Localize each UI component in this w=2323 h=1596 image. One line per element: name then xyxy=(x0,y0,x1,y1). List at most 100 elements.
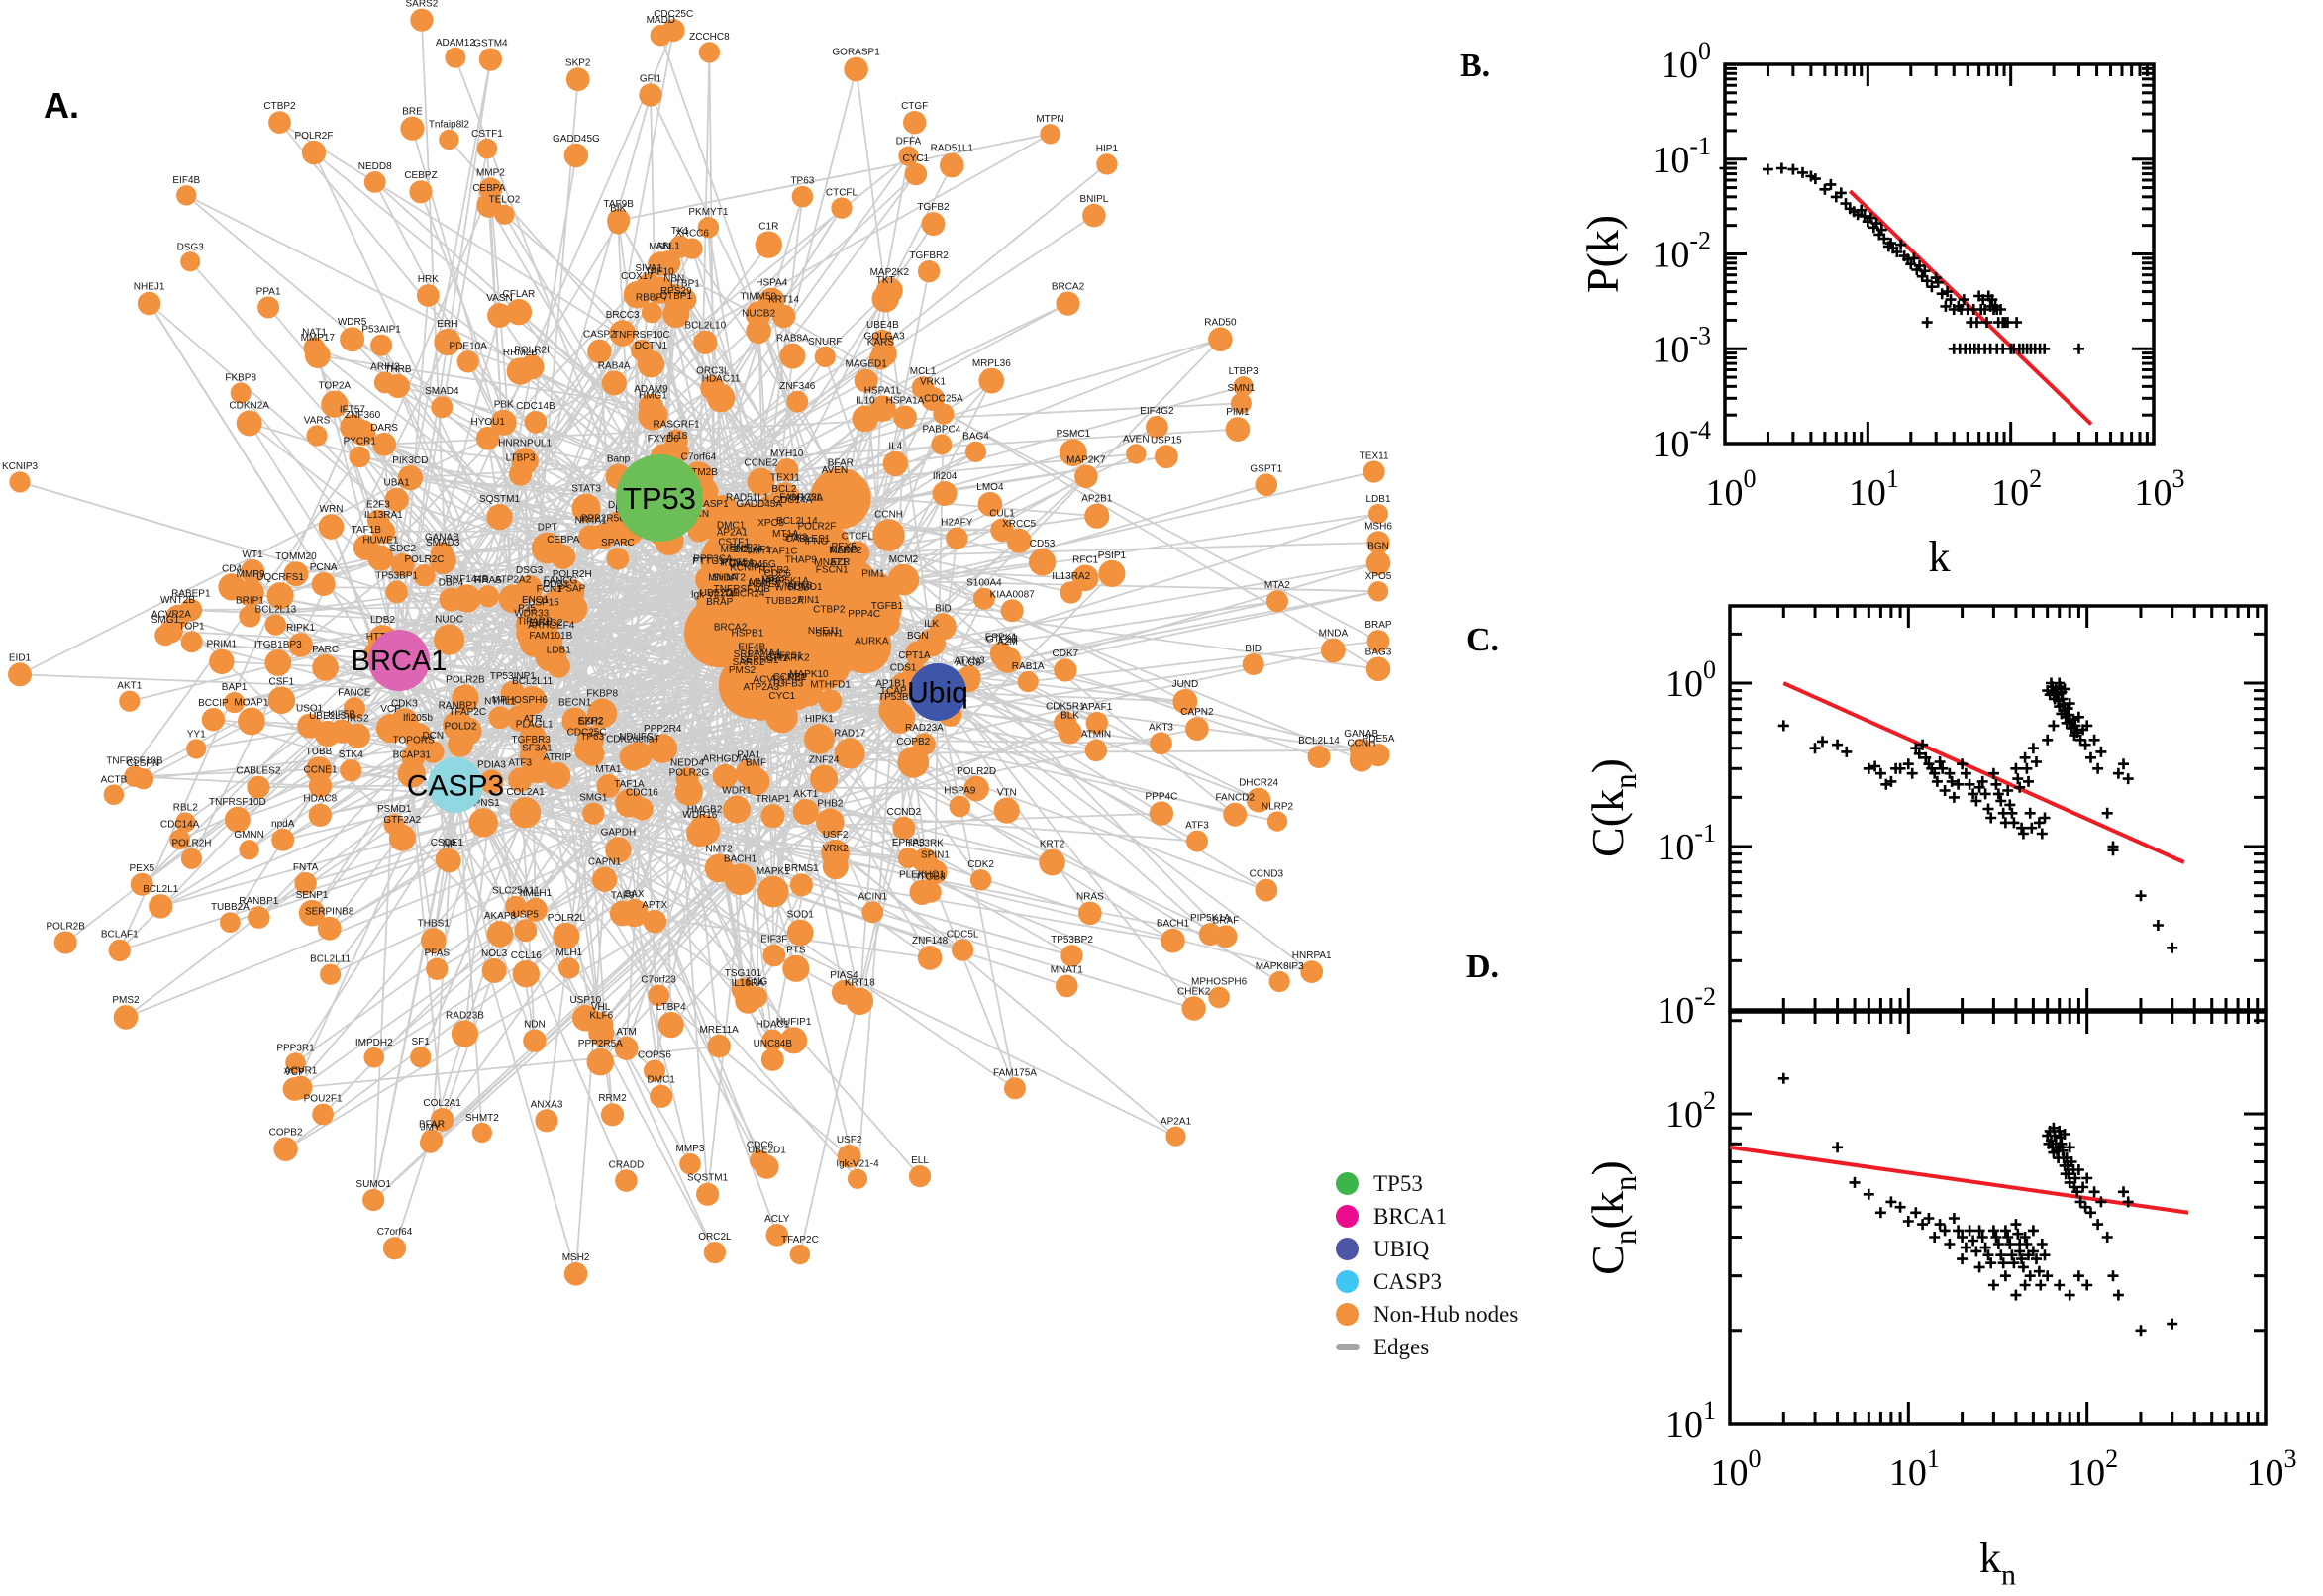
network-node xyxy=(605,837,632,863)
network-node xyxy=(1223,802,1248,827)
network-node xyxy=(931,434,953,455)
svg-text:FXYD6: FXYD6 xyxy=(648,434,680,445)
network-node xyxy=(535,1109,558,1133)
svg-text:CCNB1: CCNB1 xyxy=(773,672,807,683)
network-node xyxy=(723,795,751,824)
svg-text:Igk-V21-4: Igk-V21-4 xyxy=(691,590,735,601)
network-node xyxy=(282,1077,307,1101)
network-node xyxy=(1208,986,1230,1009)
svg-text:LAMA4: LAMA4 xyxy=(748,648,780,659)
svg-text:TP53BP2: TP53BP2 xyxy=(1051,935,1093,946)
network-node xyxy=(1058,720,1082,745)
network-node xyxy=(822,853,849,880)
svg-text:NRAS: NRAS xyxy=(1076,892,1104,903)
network-node xyxy=(434,624,465,655)
svg-text:CDK3: CDK3 xyxy=(391,699,418,710)
network-node xyxy=(698,42,721,63)
network-node xyxy=(285,1052,306,1073)
svg-text:PRIM1: PRIM1 xyxy=(207,640,238,650)
svg-text:COL2A1: COL2A1 xyxy=(506,787,545,798)
svg-text:POLR2B: POLR2B xyxy=(446,674,485,685)
svg-text:VRK1: VRK1 xyxy=(920,377,947,388)
svg-text:TK1: TK1 xyxy=(671,226,690,237)
svg-text:MSH6: MSH6 xyxy=(1364,521,1392,532)
svg-text:NUDC: NUDC xyxy=(435,614,463,625)
svg-text:POLR2H: POLR2H xyxy=(171,839,211,849)
svg-text:ZNF360: ZNF360 xyxy=(345,410,381,421)
svg-text:COPS6: COPS6 xyxy=(638,1049,671,1060)
network-node xyxy=(165,604,190,630)
svg-text:SOD1: SOD1 xyxy=(787,910,815,921)
svg-text:101: 101 xyxy=(1849,464,1899,514)
network-node xyxy=(1071,564,1099,592)
svg-text:SMG1: SMG1 xyxy=(579,793,608,804)
network-node xyxy=(385,373,410,399)
network-node xyxy=(421,928,447,953)
svg-text:TRIAP1: TRIAP1 xyxy=(756,794,790,805)
svg-text:PMS2: PMS2 xyxy=(729,665,757,676)
svg-text:C7orf64: C7orf64 xyxy=(681,451,717,462)
svg-text:TP53INP1: TP53INP1 xyxy=(490,671,537,682)
network-node xyxy=(410,1047,432,1068)
hub-label-brca1: BRCA1 xyxy=(352,646,448,677)
svg-text:IFNG: IFNG xyxy=(804,536,828,547)
svg-text:MNAT1: MNAT1 xyxy=(814,557,848,568)
svg-text:VHL: VHL xyxy=(591,1002,611,1013)
casp3-swatch-icon xyxy=(1336,1270,1362,1293)
network-node xyxy=(271,828,295,851)
network-node xyxy=(810,764,839,793)
network-node xyxy=(565,67,590,92)
network-node xyxy=(921,212,946,237)
network-node xyxy=(703,1242,727,1264)
svg-text:C1R: C1R xyxy=(758,222,778,233)
svg-text:RAD51L1: RAD51L1 xyxy=(726,493,769,504)
network-node xyxy=(420,1129,444,1151)
network-node xyxy=(506,705,534,732)
chart-C-scatter-points xyxy=(1777,677,2178,953)
svg-text:RAD51L1: RAD51L1 xyxy=(931,144,974,154)
hub-node-brca1 xyxy=(368,630,430,691)
network-node xyxy=(932,481,958,506)
network-node xyxy=(1004,1077,1026,1100)
svg-text:ITGB1BP3: ITGB1BP3 xyxy=(254,640,302,650)
svg-text:IRS2: IRS2 xyxy=(347,714,369,725)
svg-text:BCLAF1: BCLAF1 xyxy=(101,930,139,941)
network-node xyxy=(429,547,456,575)
svg-text:CDC25A: CDC25A xyxy=(924,394,963,405)
svg-text:GAPDH: GAPDH xyxy=(601,827,637,838)
svg-text:PDIA3: PDIA3 xyxy=(477,759,506,770)
network-node xyxy=(239,605,261,628)
network-node xyxy=(946,527,968,549)
network-node xyxy=(734,638,761,665)
network-node xyxy=(780,1027,808,1054)
svg-text:BCL2L14: BCL2L14 xyxy=(1298,736,1340,747)
svg-text:HTT: HTT xyxy=(366,632,385,643)
svg-text:CSTF1: CSTF1 xyxy=(471,129,503,140)
network-node xyxy=(169,829,191,850)
svg-text:POLR2D: POLR2D xyxy=(957,766,996,777)
svg-text:APTX: APTX xyxy=(642,900,667,911)
svg-text:PLEKHO1: PLEKHO1 xyxy=(899,870,946,881)
svg-text:BCL2L13: BCL2L13 xyxy=(255,604,297,615)
network-node xyxy=(917,629,946,657)
legend: TP53 BRCA1 UBIQ CASP3 Non-Hub nodes Edge… xyxy=(1336,1171,1518,1368)
svg-text:NEDD8: NEDD8 xyxy=(358,161,392,172)
hub-node-ubiq xyxy=(909,663,966,721)
svg-text:CCNH: CCNH xyxy=(874,509,903,520)
svg-text:PPP2R5C: PPP2R5C xyxy=(581,514,627,525)
network-node xyxy=(383,814,405,836)
svg-text:C7orf23: C7orf23 xyxy=(641,975,676,986)
network-node xyxy=(576,726,605,753)
svg-text:ERH: ERH xyxy=(437,319,457,330)
svg-text:WDR5: WDR5 xyxy=(338,317,367,328)
svg-text:STK3: STK3 xyxy=(782,533,807,544)
network-node xyxy=(137,291,161,316)
svg-text:MTPN: MTPN xyxy=(1036,114,1063,125)
svg-text:CCNE1: CCNE1 xyxy=(304,764,338,775)
svg-text:CTBP2: CTBP2 xyxy=(813,605,846,616)
svg-text:PIN1: PIN1 xyxy=(797,595,820,606)
svg-text:ATP2A3: ATP2A3 xyxy=(744,682,780,693)
network-node xyxy=(775,688,800,713)
svg-text:TNFRSF10B: TNFRSF10B xyxy=(714,584,771,595)
network-node xyxy=(283,561,309,587)
